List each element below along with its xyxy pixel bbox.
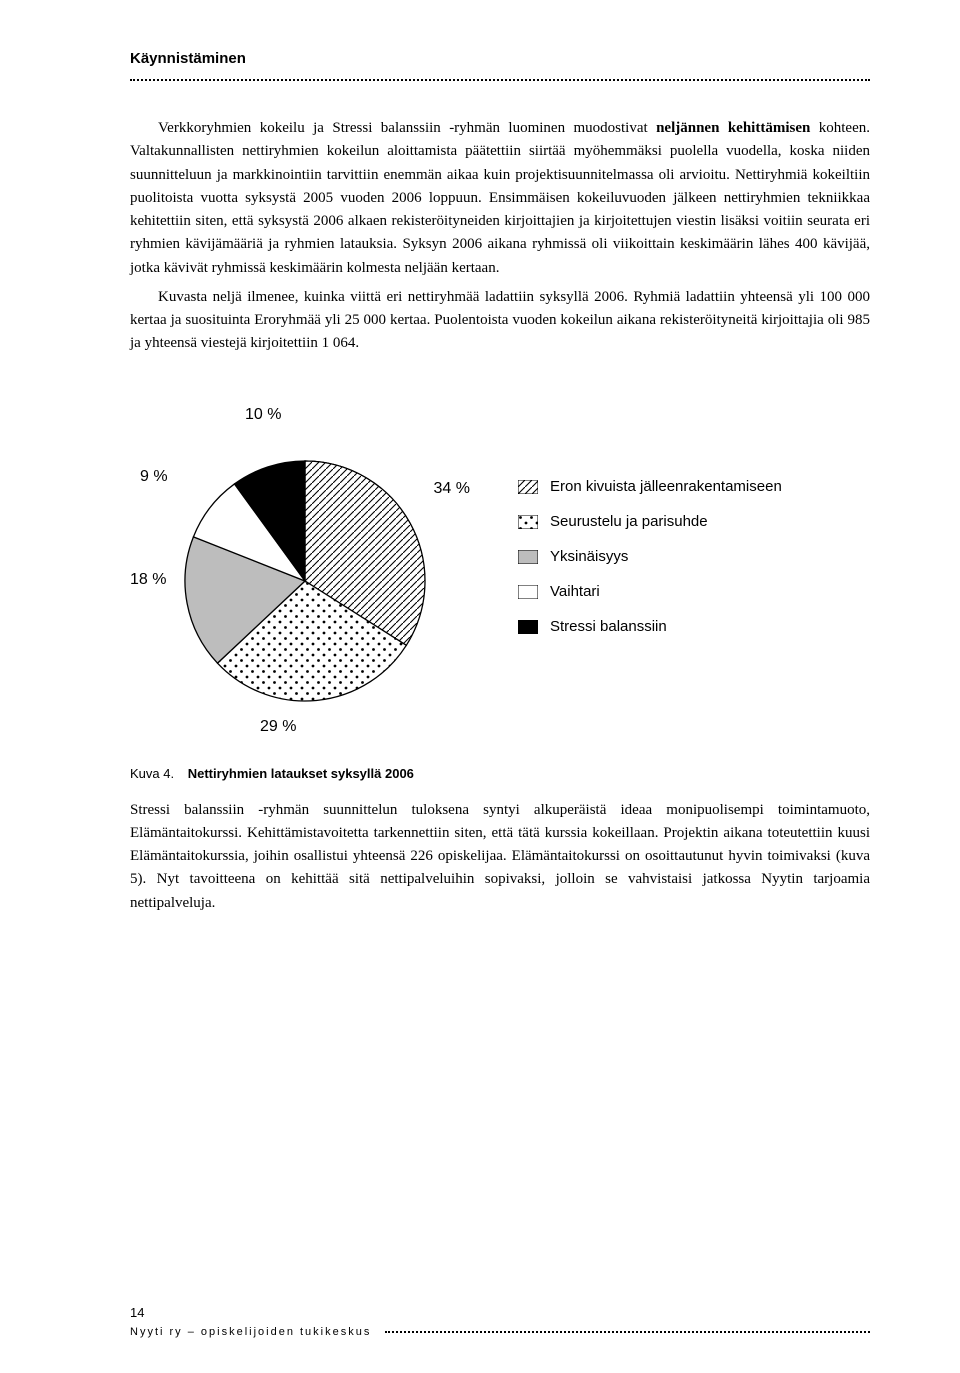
page-number: 14 <box>130 1305 870 1320</box>
para1-bold: neljännen kehittämisen <box>656 120 810 136</box>
legend-item: Vaihtari <box>518 583 782 600</box>
pie-chart: 10 % 9 % 34 % 18 % 29 % <box>130 396 470 736</box>
paragraph-1: Verkkoryhmien kokeilu ja Stressi balanss… <box>130 117 870 280</box>
legend-label: Seurustelu ja parisuhde <box>550 513 708 530</box>
caption-title: Nettiryhmien lataukset syksyllä 2006 <box>188 766 414 781</box>
heading-divider <box>130 79 870 81</box>
section-heading: Käynnistäminen <box>130 50 870 67</box>
gray-swatch-icon <box>518 550 538 564</box>
legend-item: Seurustelu ja parisuhde <box>518 513 782 530</box>
para2-text: Kuvasta neljä ilmenee, kuinka viittä eri… <box>130 286 870 356</box>
pct-label-34: 34 % <box>434 480 470 498</box>
pct-label-29: 29 % <box>260 718 296 736</box>
page-footer: 14 Nyyti ry – opiskelijoiden tukikeskus <box>130 1305 870 1338</box>
white-swatch-icon <box>518 585 538 599</box>
pct-label-18: 18 % <box>130 571 166 589</box>
black-swatch-icon <box>518 620 538 634</box>
caption-prefix: Kuva 4. <box>130 766 174 781</box>
footer-dotted-line <box>385 1331 870 1333</box>
pct-label-9: 9 % <box>140 468 168 486</box>
legend-item: Eron kivuista jälleenrakentamiseen <box>518 478 782 495</box>
figure-caption: Kuva 4. Nettiryhmien lataukset syksyllä … <box>130 766 870 781</box>
chart-legend: Eron kivuista jälleenrakentamiseen Seuru… <box>518 478 782 653</box>
legend-label: Yksinäisyys <box>550 548 628 565</box>
pie-chart-figure: 10 % 9 % 34 % 18 % 29 % Eron kivuista jä… <box>130 396 870 736</box>
paragraph-2: Kuvasta neljä ilmenee, kuinka viittä eri… <box>130 286 870 356</box>
footer-text: Nyyti ry – opiskelijoiden tukikeskus <box>130 1326 371 1338</box>
legend-item: Stressi balanssiin <box>518 618 782 635</box>
diag-swatch-icon <box>518 480 538 494</box>
para1-lead: Verkkoryhmien kokeilu ja Stressi balanss… <box>158 120 656 136</box>
legend-item: Yksinäisyys <box>518 548 782 565</box>
paragraph-3: Stressi balanssiin -ryhmän suunnittelun … <box>130 799 870 915</box>
pct-label-10: 10 % <box>245 406 281 424</box>
legend-label: Vaihtari <box>550 583 600 600</box>
para1-tail: kohteen. Valtakunnallisten nettiryhmien … <box>130 120 870 276</box>
dots-swatch-icon <box>518 515 538 529</box>
para3-text: Stressi balanssiin -ryhmän suunnittelun … <box>130 802 870 911</box>
legend-label: Stressi balanssiin <box>550 618 667 635</box>
legend-label: Eron kivuista jälleenrakentamiseen <box>550 478 782 495</box>
